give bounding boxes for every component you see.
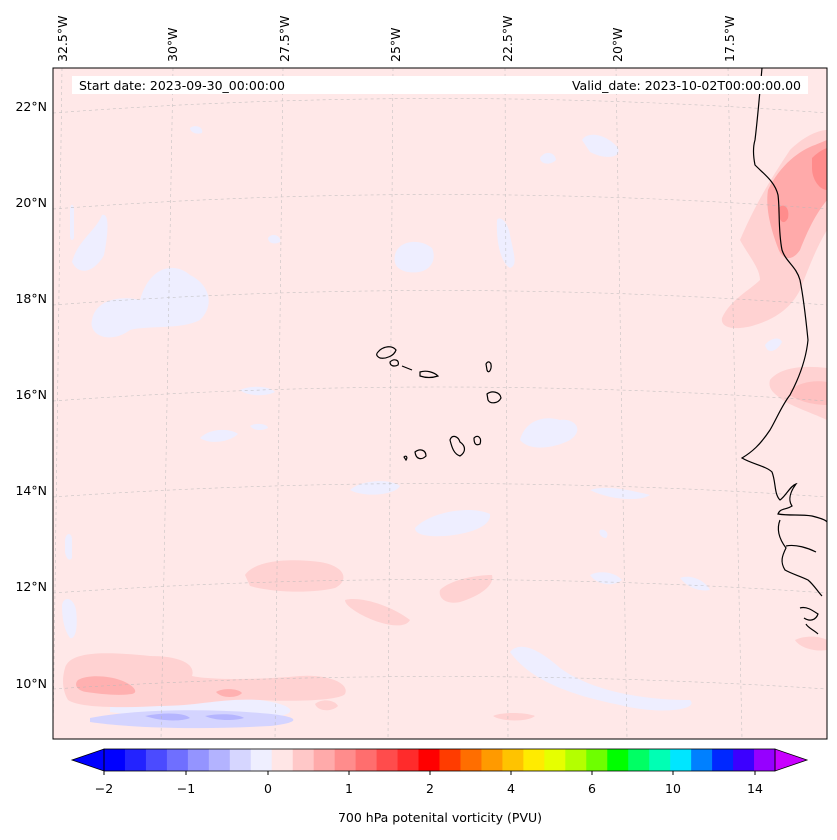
lon-label: 32.5°W <box>55 16 70 62</box>
colorbar-tick-label: 1 <box>345 781 353 796</box>
colorbar-tick-label: 2 <box>426 781 434 796</box>
negative-pv-band <box>90 710 294 729</box>
colorbar-segment <box>502 749 524 771</box>
lat-label: 16°N <box>15 387 47 402</box>
graticule <box>53 68 827 739</box>
colorbar-segment <box>166 749 189 771</box>
colorbar-segment <box>397 749 420 771</box>
colorbar-segment <box>187 749 210 771</box>
lon-label: 27.5°W <box>277 16 292 62</box>
colorbar-ticks <box>103 771 756 775</box>
colorbar-frame <box>103 748 776 772</box>
start-date-label: Start date: 2023-09-30_00:00:00 <box>79 78 285 93</box>
colorbar-tick-label: −1 <box>177 781 195 796</box>
colorbar-segment <box>313 749 336 771</box>
start-date-box <box>72 76 320 94</box>
colorbar-segment <box>145 749 168 771</box>
colorbar-segment <box>733 749 755 771</box>
colorbar-segment <box>670 749 692 771</box>
colorbar-tick-label: 14 <box>747 781 763 796</box>
colorbar-tick-labels: −2 −1 0 1 2 4 6 10 14 <box>95 781 763 796</box>
colorbar-segment <box>292 749 315 771</box>
colorbar-segment <box>334 749 357 771</box>
colorbar-segment <box>439 749 462 771</box>
colorbar-segment <box>355 749 378 771</box>
longitude-labels: 32.5°W 30°W 27.5°W 25°W 22.5°W 20°W 17.5… <box>55 16 737 62</box>
coastline <box>740 68 827 635</box>
lon-label: 22.5°W <box>500 16 515 62</box>
colorbar-tick-label: 10 <box>665 781 681 796</box>
colorbar-under-arrow <box>70 748 105 772</box>
colorbar-segment <box>607 749 629 771</box>
colorbar-title: 700 hPa potenital vorticity (PVU) <box>338 810 542 825</box>
valid-date-label: Valid_date: 2023-10-02T00:00:00.00 <box>572 78 801 93</box>
colorbar-segment <box>628 749 650 771</box>
map-frame <box>52 67 828 740</box>
lon-label: 25°W <box>388 27 403 62</box>
colorbar-segment <box>754 749 776 771</box>
lat-label: 18°N <box>15 291 47 306</box>
map-background <box>53 68 827 739</box>
colorbar-segment <box>649 749 671 771</box>
colorbar-segments <box>104 749 776 771</box>
colorbar-segment <box>376 749 399 771</box>
valid-date-box <box>320 76 808 94</box>
colorbar-segment <box>208 749 231 771</box>
lat-label: 20°N <box>15 195 47 210</box>
colorbar-segment <box>586 749 608 771</box>
colorbar-tick-label: 6 <box>588 781 596 796</box>
colorbar-segment <box>691 749 713 771</box>
latitude-labels: 22°N 20°N 18°N 16°N 14°N 12°N 10°N <box>15 99 47 691</box>
lat-label: 12°N <box>15 579 47 594</box>
colorbar: −2 −1 0 1 2 4 6 10 14 700 hPa potenital … <box>70 748 809 825</box>
cape-verde-islands <box>376 346 502 462</box>
lat-label: 14°N <box>15 483 47 498</box>
lat-label: 10°N <box>15 676 47 691</box>
colorbar-segment <box>523 749 545 771</box>
lon-label: 20°W <box>610 27 625 62</box>
colorbar-segment <box>250 749 273 771</box>
colorbar-tick-label: −2 <box>95 781 113 796</box>
lon-label: 17.5°W <box>722 16 737 62</box>
colorbar-segment <box>481 749 504 771</box>
colorbar-segment <box>271 749 294 771</box>
colorbar-tick-label: 4 <box>507 781 515 796</box>
colorbar-over-arrow <box>774 748 809 772</box>
colorbar-segment <box>418 749 441 771</box>
colorbar-segment <box>229 749 252 771</box>
positive-pv-patches <box>63 130 827 721</box>
lon-label: 30°W <box>165 27 180 62</box>
colorbar-segment <box>565 749 587 771</box>
lat-label: 22°N <box>15 99 47 114</box>
colorbar-segment <box>544 749 566 771</box>
colorbar-segment <box>104 749 126 771</box>
colorbar-segment <box>712 749 734 771</box>
colorbar-tick-label: 0 <box>264 781 272 796</box>
colorbar-segment <box>460 749 483 771</box>
colorbar-segment <box>124 749 147 771</box>
